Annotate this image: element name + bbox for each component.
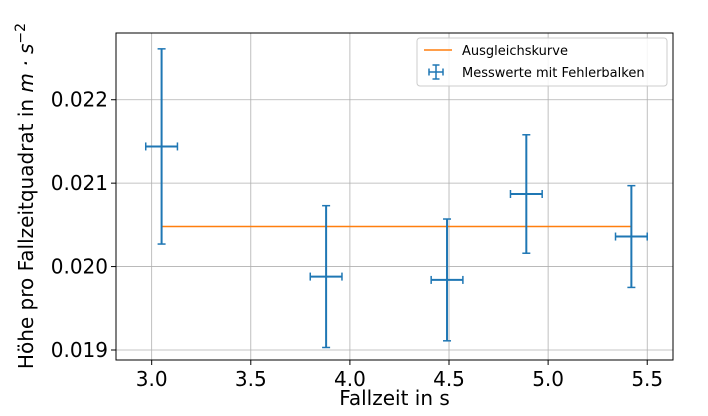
x-tick-label: 4.5	[433, 367, 465, 391]
legend-errorbar-swatch	[428, 64, 444, 80]
data-points-group	[144, 48, 648, 349]
x-tick-label: 4.0	[334, 367, 366, 391]
x-tick-label: 5.5	[631, 367, 663, 391]
data-point	[614, 184, 648, 289]
y-tick-label: 0.019	[51, 338, 108, 362]
data-point	[309, 204, 343, 349]
y-tick-label: 0.020	[51, 255, 108, 279]
plot-frame	[115, 32, 674, 361]
x-tick-label: 3.0	[136, 367, 168, 391]
y-axis-title-exponent: −2	[13, 23, 29, 44]
x-axis-title: Fallzeit in s	[339, 386, 450, 410]
legend-box	[416, 37, 668, 87]
data-point	[144, 48, 179, 245]
y-axis-title-unit: m · s	[14, 44, 38, 93]
data-point	[509, 134, 543, 254]
x-tick-label: 5.0	[532, 367, 564, 391]
x-axis-ticks: 3.0 3.5 4.0 4.5 5.0 5.5	[136, 360, 663, 391]
y-axis-ticks: 0.019 0.020 0.021 0.022	[51, 88, 116, 362]
y-axis-title: Höhe pro Fallzeitquadrat in m · s−2	[13, 23, 38, 369]
legend-series-label: Messwerte mit Fehlerbalken	[462, 66, 645, 81]
y-tick-label: 0.022	[51, 88, 108, 112]
x-tick-label: 3.5	[235, 367, 267, 391]
y-tick-label: 0.021	[51, 171, 108, 195]
legend: Ausgleichskurve Messwerte mit Fehlerbalk…	[416, 37, 668, 87]
legend-fit-label: Ausgleichskurve	[462, 44, 568, 59]
data-point	[430, 218, 464, 342]
y-axis-title-prefix: Höhe pro Fallzeitquadrat in	[14, 93, 38, 370]
grid	[116, 33, 673, 360]
